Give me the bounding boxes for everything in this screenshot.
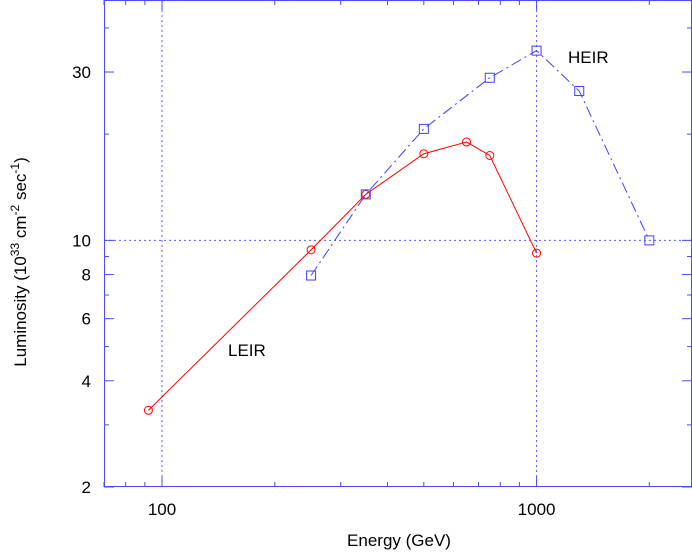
y-axis-title: Luminosity (1033 cm-2 sec-1) [8,157,30,367]
y-tick-label: 30 [72,63,91,82]
series-label-heir: HEIR [568,48,609,67]
point-leir [532,248,542,258]
grid-lines [104,0,692,487]
y-tick-label: 4 [82,372,91,391]
series-layer [143,45,655,415]
point-heir [360,189,371,200]
tick-labels: 100 1000 2 4 6 8 10 30 [72,63,555,519]
axis-ticks [103,0,692,488]
plot-frame [104,0,692,487]
y-axis-title-exp: -1 [8,163,22,174]
point-leir [306,245,316,255]
point-heir [418,123,429,134]
x-axis-title: Energy (GeV) [347,531,451,550]
y-tick-label: 6 [82,310,91,329]
series-line-leir [148,141,538,411]
y-tick-label: 10 [72,231,91,250]
y-axis-title-part: cm [11,215,30,242]
point-heir [484,72,495,83]
y-axis-title-exp: -2 [8,204,22,215]
point-heir [574,86,585,97]
point-leir [461,137,471,147]
y-tick-label: 2 [82,478,91,497]
series-line-heir [310,49,650,276]
x-tick-label: 1000 [518,500,556,519]
y-axis-title-part: sec [11,173,30,205]
point-leir [143,405,153,415]
point-leir [419,149,429,159]
point-heir [531,45,542,56]
y-axis-title-part: Luminosity (10 [11,256,30,367]
point-heir [644,235,655,246]
x-tick-label: 100 [148,500,176,519]
y-tick-label: 8 [82,266,91,285]
series-label-leir: LEIR [228,341,266,360]
point-leir [485,150,495,160]
point-heir [306,270,317,281]
y-axis-title-part: ) [11,157,30,163]
y-axis-title-exp: 33 [8,243,22,257]
